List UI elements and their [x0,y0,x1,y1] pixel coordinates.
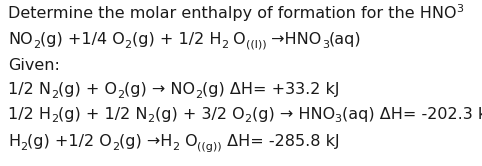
Text: 2: 2 [195,89,202,99]
Text: (g) + 1/2 H: (g) + 1/2 H [132,32,221,47]
Text: 3: 3 [335,115,342,124]
Text: H: H [8,134,20,149]
Text: NO: NO [8,32,33,47]
Text: (g) +1/4 O: (g) +1/4 O [40,32,124,47]
Text: 2: 2 [33,40,40,49]
Text: 1/2 N: 1/2 N [8,82,51,97]
Text: (g) → NO: (g) → NO [124,82,195,97]
Text: (g) + 1/2 N: (g) + 1/2 N [58,107,147,122]
Text: 2: 2 [147,115,155,124]
Text: (aq): (aq) [329,32,362,47]
Text: 1/2 H: 1/2 H [8,107,51,122]
Text: (g) + 3/2 O: (g) + 3/2 O [155,107,244,122]
Text: 2: 2 [51,115,58,124]
Text: 2: 2 [112,141,119,152]
Text: O: O [228,32,246,47]
Text: (g) ΔH= +33.2 kJ: (g) ΔH= +33.2 kJ [202,82,340,97]
Text: 2: 2 [124,40,132,49]
Text: (g) +1/2 O: (g) +1/2 O [27,134,112,149]
Text: 2: 2 [51,89,58,99]
Text: (g) + O: (g) + O [58,82,117,97]
Text: O: O [180,134,197,149]
Text: ((l)): ((l)) [246,40,267,49]
Text: (g) → HNO: (g) → HNO [252,107,335,122]
Text: →HNO: →HNO [267,32,322,47]
Text: ((g)): ((g)) [197,141,222,152]
Text: 2: 2 [221,40,228,49]
Text: (aq) ΔH= -202.3 kJ: (aq) ΔH= -202.3 kJ [342,107,482,122]
Text: Determine the molar enthalpy of formation for the HNO: Determine the molar enthalpy of formatio… [8,6,456,21]
Text: 3: 3 [456,4,464,14]
Text: 2: 2 [20,141,27,152]
Text: Given:: Given: [8,58,60,73]
Text: 3: 3 [322,40,329,49]
Text: 2: 2 [117,89,124,99]
Text: ΔH= -285.8 kJ: ΔH= -285.8 kJ [222,134,339,149]
Text: (g) →H: (g) →H [119,134,173,149]
Text: 2: 2 [173,141,180,152]
Text: 2: 2 [244,115,252,124]
